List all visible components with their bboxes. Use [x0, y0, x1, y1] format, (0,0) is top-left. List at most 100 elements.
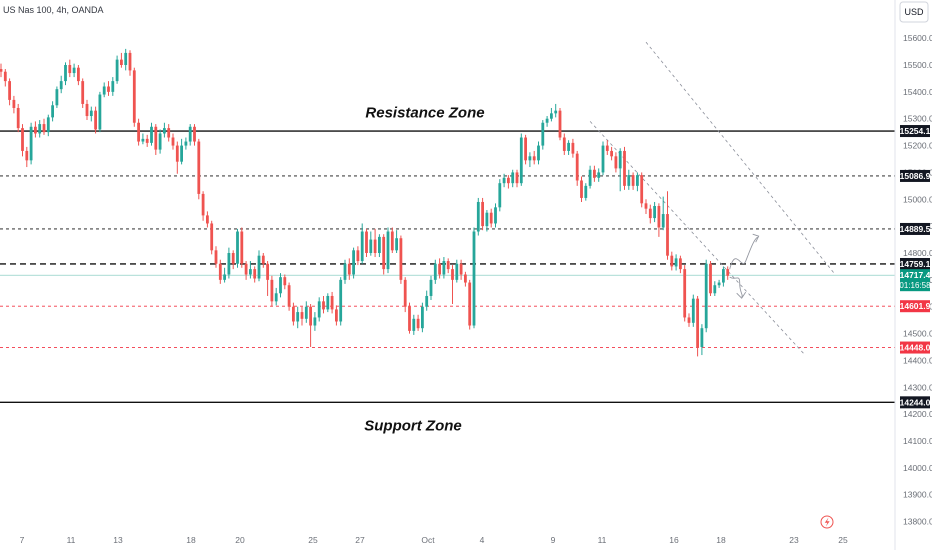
candle-body: [378, 236, 381, 253]
candle: [81, 78, 85, 108]
candle-body: [674, 258, 678, 267]
candle-body: [175, 145, 179, 162]
candle-body: [94, 110, 97, 130]
candle-body: [554, 110, 558, 114]
candle-body: [421, 306, 424, 329]
resistance-zone-label: Resistance Zone: [365, 104, 484, 121]
candle: [304, 301, 308, 323]
candle-body: [726, 269, 730, 276]
candle-body: [489, 212, 493, 224]
candle-body: [317, 301, 321, 318]
level-badge: [900, 257, 930, 270]
candle: [274, 287, 278, 306]
candle-body: [270, 279, 274, 302]
candle-body: [532, 156, 536, 161]
candle-body: [163, 128, 166, 134]
candle-body: [494, 207, 497, 224]
candle-body: [679, 258, 682, 270]
candle-body: [236, 231, 239, 264]
candle: [46, 114, 50, 137]
candle: [485, 210, 489, 232]
candle-body: [287, 285, 291, 307]
y-tick-label: 14300.0: [903, 382, 932, 392]
candle: [270, 275, 274, 307]
candle-body: [567, 142, 570, 151]
lightning-icon[interactable]: [820, 515, 834, 529]
time-axis[interactable]: 7 11 13 18 20 25 27 Oct 4 9 11 16 18 23 25: [20, 535, 848, 545]
candle: [696, 295, 699, 357]
candle-body: [442, 261, 446, 275]
candle-body: [180, 145, 183, 162]
candle: [261, 253, 265, 268]
candle: [390, 227, 394, 253]
candle-body: [85, 103, 89, 117]
candle-body: [89, 110, 93, 117]
candle: [59, 75, 63, 94]
candle-body: [171, 137, 175, 146]
annotation-resistance: Resistance Zone: [365, 104, 484, 121]
candle: [25, 146, 29, 168]
currency-button[interactable]: USD: [899, 1, 929, 23]
price-badges: 15254.1 15086.9 14889.5 14759.1 14601.9 14448…: [900, 125, 931, 409]
y-tick-label: 14800.0: [903, 248, 932, 258]
candle: [188, 124, 192, 146]
candle-body: [429, 279, 433, 296]
candle-body: [468, 282, 472, 326]
candle-body: [132, 70, 136, 123]
candle-body: [210, 223, 214, 251]
candle: [623, 146, 626, 190]
candle-body: [550, 113, 553, 119]
candle-body: [433, 263, 437, 280]
candle-body: [249, 269, 252, 275]
candle-body: [150, 126, 153, 143]
candle-body: [459, 263, 463, 275]
candle-body: [304, 306, 308, 319]
annotation-support: Support Zone: [364, 417, 462, 434]
candle: [674, 254, 678, 271]
y-tick-label: 14400.0: [903, 355, 932, 365]
x-tick-label: 18: [186, 535, 196, 545]
candle-body: [206, 215, 209, 224]
candle: [399, 235, 403, 284]
candle: [421, 302, 424, 333]
candle-body: [141, 138, 145, 142]
candle: [287, 282, 291, 311]
candle: [472, 227, 476, 329]
candle-body: [519, 137, 523, 184]
candle: [180, 138, 183, 165]
candle: [524, 134, 527, 165]
candle-body: [597, 172, 601, 178]
candle: [347, 258, 351, 280]
candle-body: [541, 122, 545, 146]
candle: [141, 133, 145, 145]
candle-body: [352, 250, 355, 275]
candle-body: [128, 52, 132, 71]
candle-body: [507, 177, 510, 184]
current-price-label: 14717.4: [900, 270, 931, 280]
candle: [580, 176, 583, 202]
candle: [365, 228, 368, 258]
candle: [614, 152, 618, 173]
candle-body: [713, 285, 717, 294]
candle-body: [631, 175, 635, 186]
candle-body: [68, 65, 72, 74]
candle: [717, 279, 721, 288]
candle: [124, 48, 128, 71]
channel-lower-line: [589, 121, 806, 356]
candle-body: [537, 145, 540, 161]
candle-body: [34, 126, 37, 134]
candle-body: [472, 231, 476, 326]
projection-down-arrow: [729, 276, 743, 298]
candle-body: [709, 263, 712, 294]
candle: [532, 150, 536, 165]
candle: [317, 297, 321, 322]
candle-body: [274, 293, 278, 302]
candle-body: [322, 301, 325, 310]
candle: [253, 266, 257, 283]
candle: [77, 65, 80, 86]
candle: [584, 183, 588, 201]
candle-body: [29, 126, 33, 161]
candle-body: [588, 169, 592, 186]
